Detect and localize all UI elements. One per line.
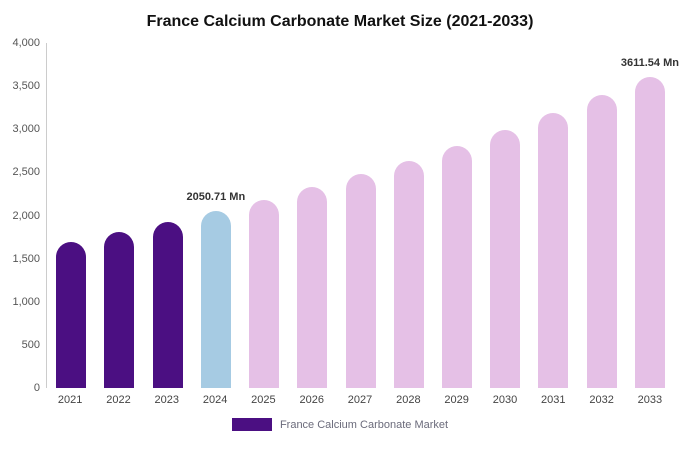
x-tick-label: 2025 xyxy=(251,394,276,406)
y-tick-label: 4,000 xyxy=(12,37,40,49)
chart-area: 0 500 1,000 1,500 2,000 2,500 3,000 3,500 4,000 … xyxy=(12,37,679,394)
y-tick-label: 1,500 xyxy=(12,252,40,265)
x-tick-label: 2028 xyxy=(396,394,421,406)
bar xyxy=(152,221,183,388)
bar xyxy=(441,145,472,388)
x-tick-label: 2027 xyxy=(347,394,373,406)
bar-column xyxy=(143,43,191,388)
y-tick-label: 2,500 xyxy=(12,166,40,179)
plot-area: 2050.71 Mn 3611.54 Mn xyxy=(46,43,679,388)
x-tick-label: 2021 xyxy=(57,394,83,406)
bar-column xyxy=(529,43,577,388)
bar xyxy=(104,232,135,388)
bar-column xyxy=(95,43,143,388)
bar xyxy=(538,113,569,388)
x-tick-label: 2030 xyxy=(492,394,518,406)
x-tick-label: 2023 xyxy=(154,394,180,406)
x-tick-label: 2024 xyxy=(202,394,228,406)
bar-column xyxy=(336,43,384,388)
bar xyxy=(249,199,280,388)
chart-title: France Calcium Carbonate Market Size (20… xyxy=(146,13,534,30)
data-label: 2050.71 Mn xyxy=(186,191,246,204)
bar-column xyxy=(240,43,288,388)
y-tick-label: 3,500 xyxy=(12,80,40,93)
bar-column xyxy=(47,43,95,388)
x-tick-label: 2029 xyxy=(444,394,469,406)
bar xyxy=(345,174,376,388)
x-axis: 2021 2022 2023 2024 2025 2026 2027 2028 2029 2030… xyxy=(46,394,674,406)
bar-column xyxy=(481,43,529,388)
bar-column xyxy=(578,43,626,388)
bar xyxy=(297,187,328,388)
bar-column xyxy=(385,43,433,388)
bar xyxy=(490,130,521,388)
y-tick-label: 0 xyxy=(33,382,40,394)
y-tick-label: 2,000 xyxy=(12,209,40,222)
bar xyxy=(586,95,617,388)
y-tick-label: 3,000 xyxy=(12,123,40,136)
bar-column xyxy=(433,43,481,388)
bar-column: 3611.54 Mn xyxy=(621,43,679,388)
bar xyxy=(200,211,231,388)
y-tick-label: 500 xyxy=(21,338,40,351)
y-tick-label: 1,000 xyxy=(12,295,40,308)
bar xyxy=(634,76,665,388)
x-tick-label: 2032 xyxy=(589,394,614,406)
legend-label: France Calcium Carbonate Market xyxy=(279,418,449,431)
x-tick-label: 2026 xyxy=(299,394,324,406)
bar-column xyxy=(288,43,336,388)
x-tick-label: 2031 xyxy=(541,394,566,406)
x-tick-label: 2033 xyxy=(637,394,663,406)
y-axis: 0 500 1,000 1,500 2,000 2,500 3,000 3,500 4,000 xyxy=(0,37,40,394)
bar xyxy=(393,160,424,388)
bar-column: 2050.71 Mn xyxy=(186,43,245,388)
bar xyxy=(56,241,87,388)
legend-swatch xyxy=(231,418,272,431)
x-tick-label: 2022 xyxy=(106,394,131,406)
data-label: 3611.54 Mn xyxy=(620,56,679,69)
legend: France Calcium Carbonate Market xyxy=(0,418,680,431)
